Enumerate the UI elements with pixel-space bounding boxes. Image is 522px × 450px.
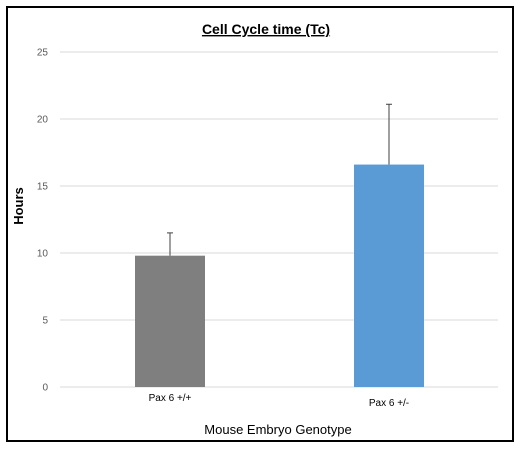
bar-1 [135, 255, 205, 387]
chart-title: Cell Cycle time (Tc) [202, 21, 330, 37]
x-axis-title: Mouse Embryo Genotype [204, 422, 351, 437]
category-label-2: Pax 6 +/- [369, 398, 409, 409]
bars [135, 164, 424, 387]
y-tick-label: 0 [42, 383, 48, 394]
y-tick-label: 25 [37, 48, 49, 59]
y-tick-label: 20 [37, 115, 49, 126]
x-axis-categories: Pax 6 +/+ Pax 6 +/- [149, 393, 410, 409]
y-tick-label: 10 [37, 249, 49, 260]
y-tick-label: 5 [42, 316, 48, 327]
y-axis-ticks: 0 5 10 15 20 25 [37, 48, 49, 394]
error-bars [167, 103, 392, 256]
y-tick-label: 15 [37, 182, 49, 193]
gridlines [60, 51, 498, 388]
category-label-1: Pax 6 +/+ [149, 393, 192, 404]
chart-frame [6, 6, 514, 442]
bar-2 [354, 164, 424, 387]
y-axis-title: Hours [11, 187, 26, 225]
